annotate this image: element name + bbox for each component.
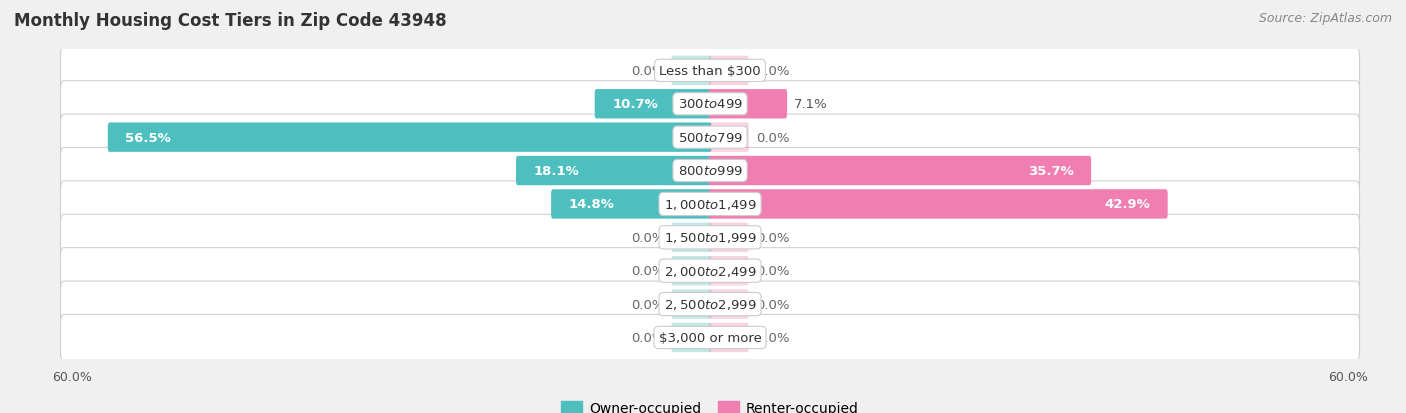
FancyBboxPatch shape [60, 281, 1360, 328]
FancyBboxPatch shape [60, 315, 1360, 361]
FancyBboxPatch shape [709, 190, 1167, 219]
FancyBboxPatch shape [60, 115, 1360, 161]
Text: 0.0%: 0.0% [631, 65, 664, 78]
FancyBboxPatch shape [709, 256, 749, 286]
FancyBboxPatch shape [108, 123, 711, 152]
Text: 18.1%: 18.1% [533, 165, 579, 178]
Text: 42.9%: 42.9% [1104, 198, 1150, 211]
Text: 0.0%: 0.0% [631, 331, 664, 344]
Text: 0.0%: 0.0% [631, 298, 664, 311]
Text: 7.1%: 7.1% [794, 98, 828, 111]
Text: Less than $300: Less than $300 [659, 65, 761, 78]
FancyBboxPatch shape [709, 90, 787, 119]
FancyBboxPatch shape [709, 290, 749, 319]
FancyBboxPatch shape [60, 148, 1360, 194]
Text: $800 to $999: $800 to $999 [678, 165, 742, 178]
FancyBboxPatch shape [709, 123, 749, 152]
Text: $300 to $499: $300 to $499 [678, 98, 742, 111]
Text: 0.0%: 0.0% [756, 265, 789, 278]
FancyBboxPatch shape [709, 57, 749, 86]
Text: 14.8%: 14.8% [568, 198, 614, 211]
Text: 56.5%: 56.5% [125, 131, 172, 144]
FancyBboxPatch shape [709, 157, 1091, 186]
FancyBboxPatch shape [60, 248, 1360, 294]
Text: $1,500 to $1,999: $1,500 to $1,999 [664, 231, 756, 245]
FancyBboxPatch shape [671, 223, 711, 252]
FancyBboxPatch shape [671, 57, 711, 86]
FancyBboxPatch shape [60, 215, 1360, 261]
Text: $500 to $799: $500 to $799 [678, 131, 742, 144]
FancyBboxPatch shape [516, 157, 711, 186]
Text: Source: ZipAtlas.com: Source: ZipAtlas.com [1258, 12, 1392, 25]
FancyBboxPatch shape [671, 290, 711, 319]
Text: $2,000 to $2,499: $2,000 to $2,499 [664, 264, 756, 278]
Text: 0.0%: 0.0% [756, 231, 789, 244]
FancyBboxPatch shape [60, 181, 1360, 228]
FancyBboxPatch shape [709, 223, 749, 252]
Text: 10.7%: 10.7% [612, 98, 658, 111]
Text: $2,500 to $2,999: $2,500 to $2,999 [664, 297, 756, 311]
Text: Monthly Housing Cost Tiers in Zip Code 43948: Monthly Housing Cost Tiers in Zip Code 4… [14, 12, 447, 30]
FancyBboxPatch shape [60, 81, 1360, 128]
Text: 35.7%: 35.7% [1028, 165, 1074, 178]
Text: 0.0%: 0.0% [756, 298, 789, 311]
FancyBboxPatch shape [671, 323, 711, 352]
Text: 0.0%: 0.0% [631, 265, 664, 278]
FancyBboxPatch shape [60, 48, 1360, 94]
Text: $1,000 to $1,499: $1,000 to $1,499 [664, 197, 756, 211]
Text: $3,000 or more: $3,000 or more [658, 331, 762, 344]
Text: 0.0%: 0.0% [756, 65, 789, 78]
Text: 0.0%: 0.0% [756, 131, 789, 144]
Text: 0.0%: 0.0% [631, 231, 664, 244]
FancyBboxPatch shape [709, 323, 749, 352]
FancyBboxPatch shape [551, 190, 711, 219]
FancyBboxPatch shape [595, 90, 711, 119]
FancyBboxPatch shape [671, 256, 711, 286]
Legend: Owner-occupied, Renter-occupied: Owner-occupied, Renter-occupied [555, 396, 865, 413]
Text: 0.0%: 0.0% [756, 331, 789, 344]
